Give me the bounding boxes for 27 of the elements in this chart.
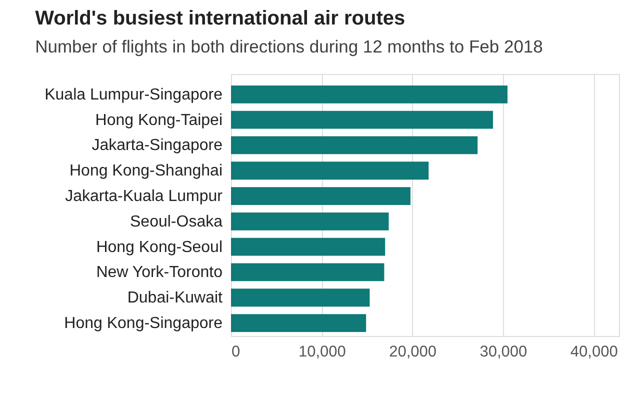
bar xyxy=(231,162,429,180)
x-tick-label: 0 xyxy=(232,344,240,360)
y-tick-label: Jakarta-Kuala Lumpur xyxy=(65,188,224,206)
x-tick-label: 20,000 xyxy=(389,344,437,360)
y-tick-label: Hong Kong-Seoul xyxy=(96,238,222,256)
chart-subtitle: Number of flights in both directions during 12 months to Feb 2018 xyxy=(35,36,543,56)
y-tick-label: New York-Toronto xyxy=(96,264,223,282)
y-tick-label: Seoul-Osaka xyxy=(130,213,223,230)
y-tick-label: Jakarta-Singapore xyxy=(92,137,223,154)
y-tick-label: Dubai-Kuwait xyxy=(127,290,224,307)
x-tick-label: 30,000 xyxy=(480,344,528,360)
bar xyxy=(231,314,366,332)
bar xyxy=(231,263,384,282)
y-tick-label: Kuala Lumpur-Singapore xyxy=(44,86,223,104)
x-tick-label: 40,000 xyxy=(570,344,618,360)
bar xyxy=(231,136,478,154)
bar xyxy=(231,110,493,129)
x-tick-label: 10,000 xyxy=(298,344,346,360)
y-tick-label: Hong Kong-Taipei xyxy=(95,112,222,129)
bar xyxy=(231,288,370,307)
bar xyxy=(231,238,386,256)
bar xyxy=(231,212,389,230)
y-tick-label: Hong Kong-Singapore xyxy=(64,315,223,332)
chart-title: World's busiest international air routes xyxy=(35,8,406,30)
y-tick-label: Hong Kong-Shanghai xyxy=(69,162,222,180)
bar xyxy=(231,187,410,205)
bar xyxy=(231,85,508,104)
